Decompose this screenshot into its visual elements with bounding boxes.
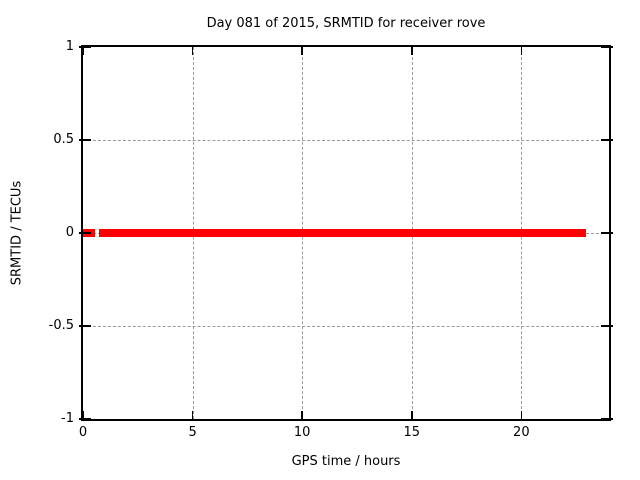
x-tick-bottom [301,411,303,419]
horizontal-gridline [83,140,609,141]
y-tick-left [79,46,91,48]
x-tick-label: 15 [403,425,421,440]
y-tick-left [79,139,91,141]
y-tick-label: 0 [65,225,74,240]
x-tick-top [301,47,303,55]
y-tick-right [601,139,613,141]
x-tick-bottom [411,411,413,419]
y-tick-label: 0.5 [53,132,74,147]
y-tick-label: -0.5 [48,318,74,333]
x-tick-top [191,47,194,55]
x-tick-label: 0 [78,425,88,440]
y-tick-right [601,418,613,420]
x-tick-label: 20 [513,425,530,440]
y-tick-right [601,232,613,234]
x-axis-label: GPS time / hours [291,454,401,469]
y-tick-right [601,46,613,48]
horizontal-gridline [83,326,609,327]
y-tick-label: 1 [65,39,74,54]
series-line-segment [98,229,586,237]
y-tick-label: -1 [61,411,74,426]
y-tick-left [79,418,91,420]
x-tick-bottom [191,411,194,419]
x-tick-top [82,47,84,55]
y-tick-left [79,232,91,234]
x-tick-bottom [520,411,523,419]
x-tick-top [520,47,523,55]
chart-title: Day 081 of 2015, SRMTID for receiver rov… [206,16,486,31]
x-tick-bottom [82,411,84,419]
plot-border [81,45,611,421]
x-tick-top [411,47,413,55]
x-tick-label: 10 [293,425,311,440]
y-axis-label: SRMTID / TECUs [9,180,25,286]
y-tick-left [79,325,91,327]
y-tick-right [601,325,613,327]
x-tick-label: 5 [188,425,197,440]
